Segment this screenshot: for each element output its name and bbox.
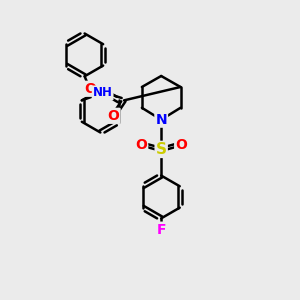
Text: N: N [155, 113, 167, 127]
Text: S: S [156, 142, 167, 157]
Text: O: O [84, 82, 96, 96]
Text: O: O [108, 109, 120, 123]
Text: O: O [175, 138, 187, 152]
Text: NH: NH [93, 86, 112, 99]
Text: O: O [135, 138, 147, 152]
Text: F: F [156, 223, 166, 237]
